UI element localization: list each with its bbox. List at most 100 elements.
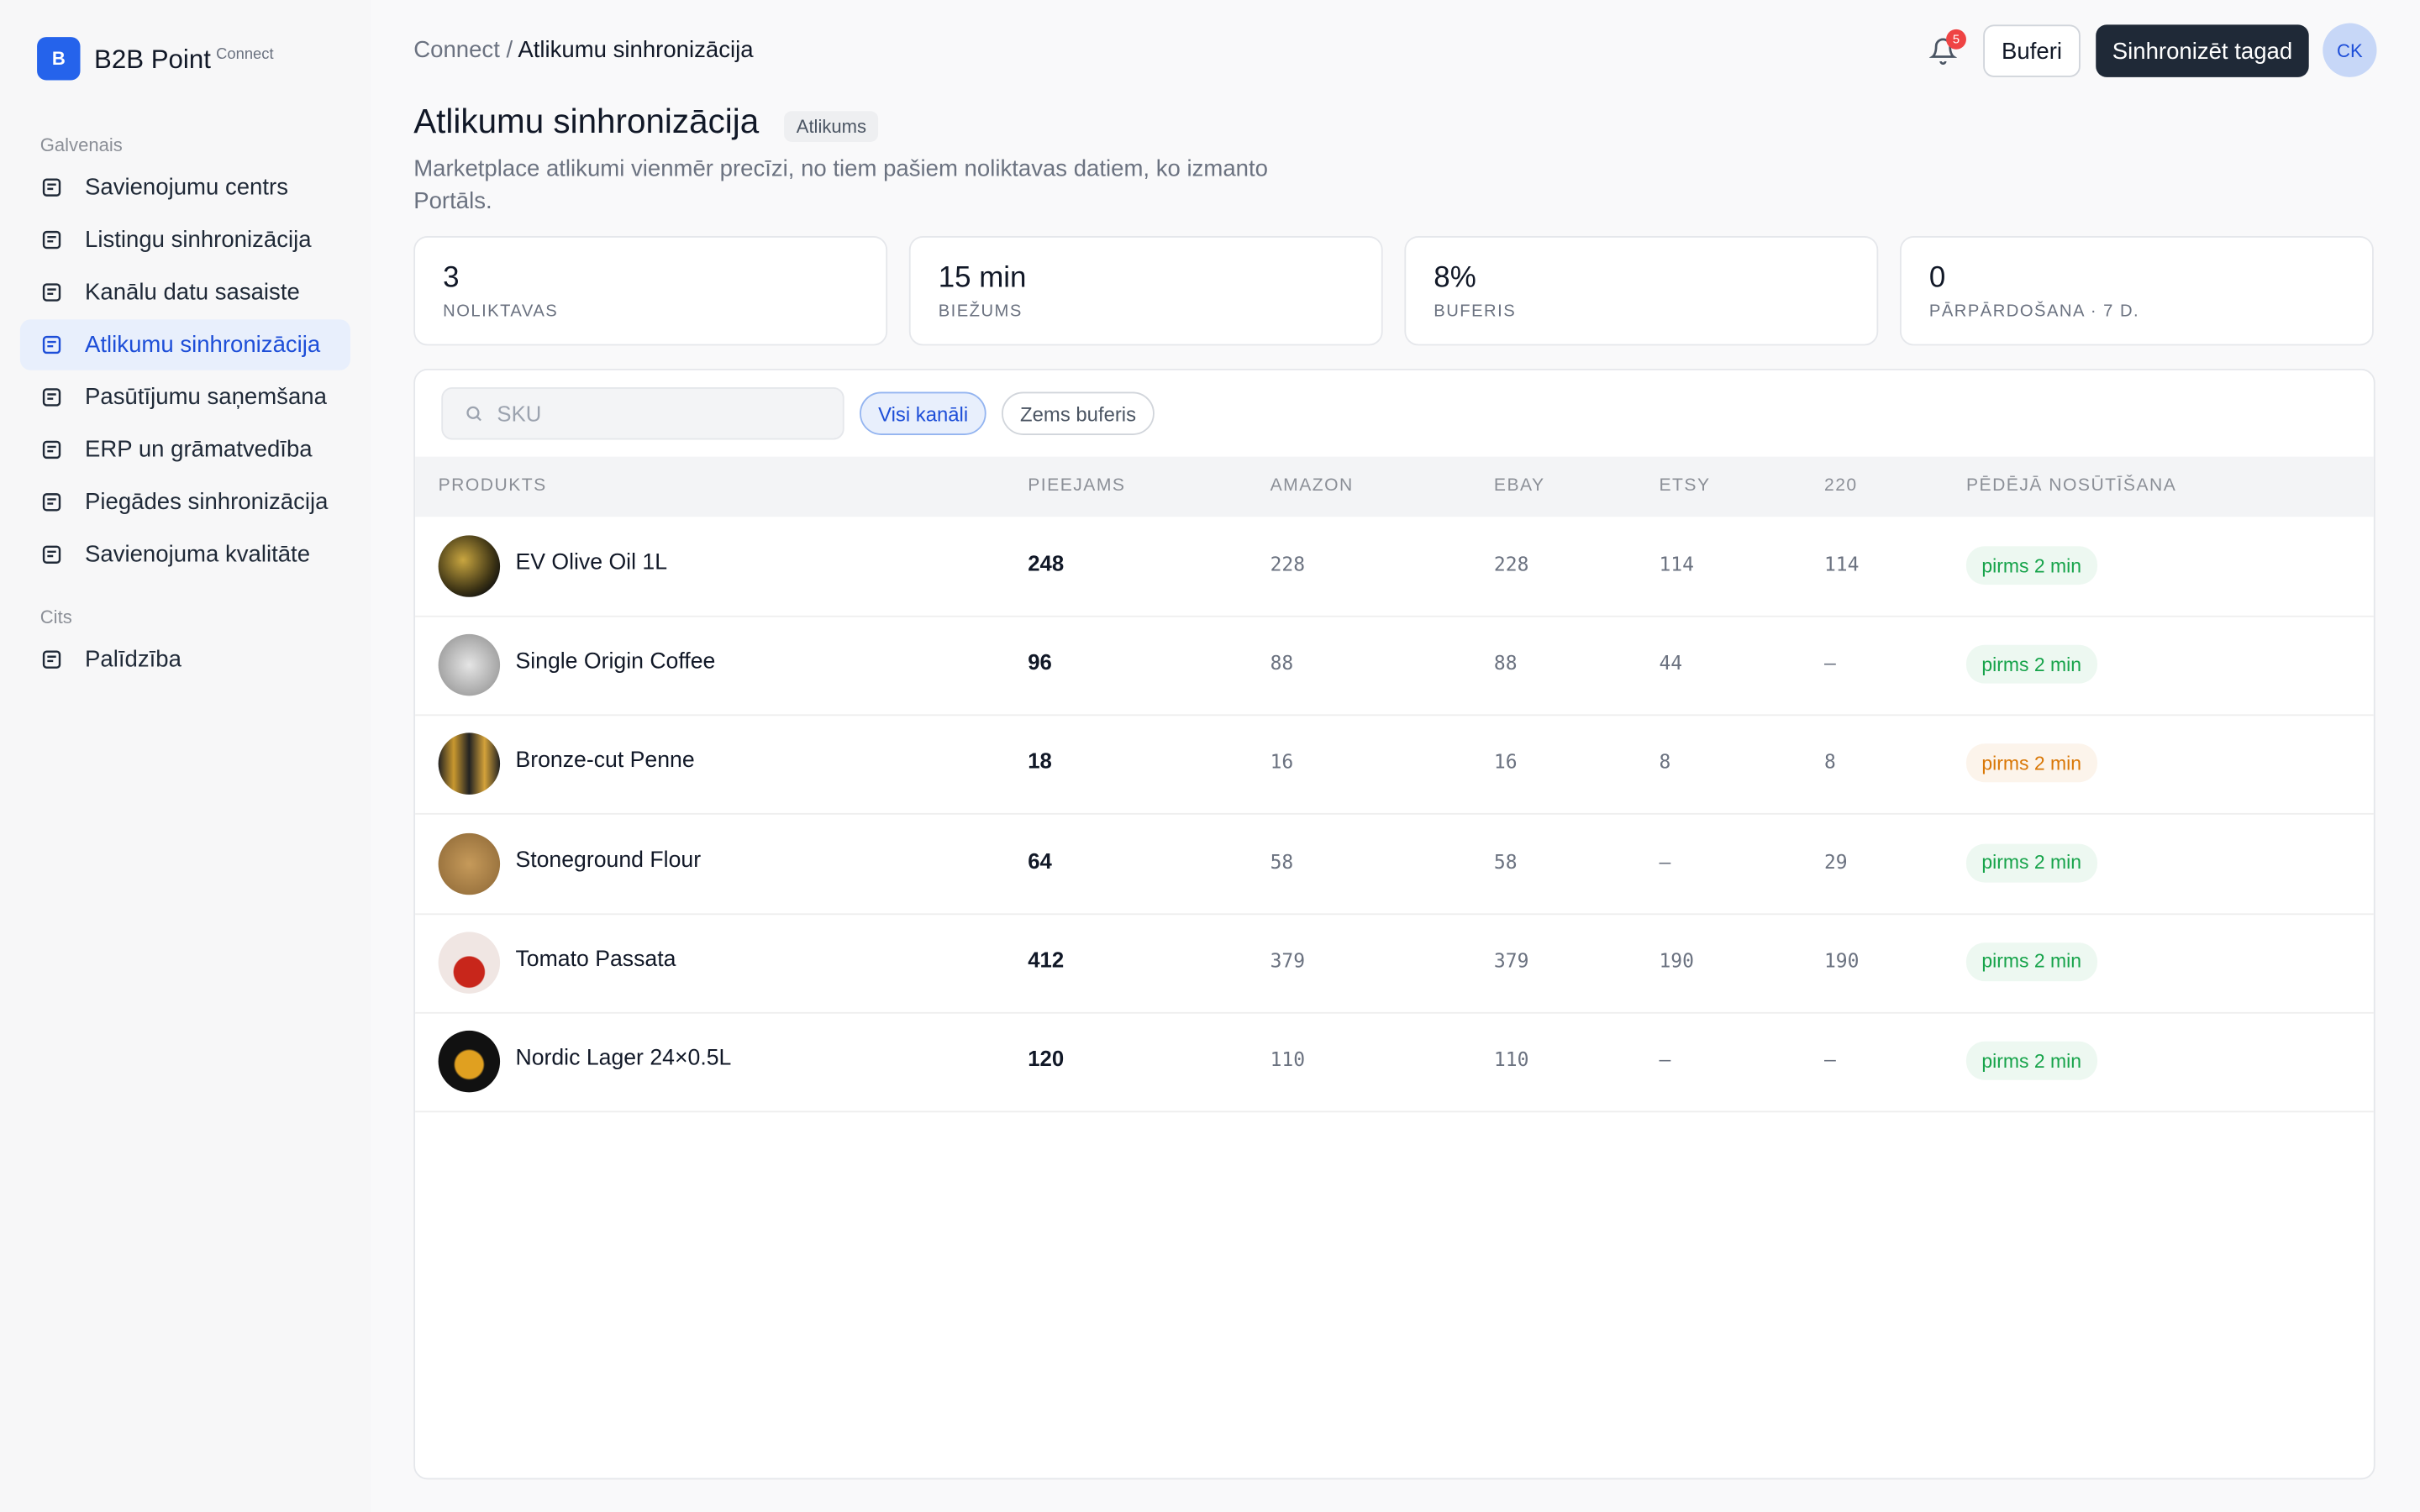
nav-label: Savienojumu centrs (85, 174, 288, 201)
nav-item[interactable]: Piegādes sinhronizācija (20, 477, 350, 528)
channel-qty: 58 (1493, 849, 1518, 873)
notification-count: 5 (1946, 29, 1966, 50)
table-row[interactable]: Nordic Lager 24×0.5L 120 110 110 – – pirms 2 m… (415, 1012, 2374, 1113)
nav-icon (42, 230, 61, 249)
avatar[interactable]: CK (2323, 23, 2377, 77)
nav-label: Palīdzība (85, 646, 182, 673)
stat-label: BUFERIS (1434, 302, 1517, 322)
sidebar: B B2B Point Connect Galvenais Savienojumu… (0, 0, 372, 1512)
channel-qty: 114 (1823, 552, 1860, 576)
column-header: PĒDĒJĀ NOSŪTĪŠANA (1965, 476, 2177, 496)
stat-value: 15 min (938, 262, 1027, 295)
table-row[interactable]: Stoneground Flour 64 58 58 – 29 pirms 2 min (415, 814, 2374, 915)
channel-qty: 29 (1823, 849, 1848, 873)
table-header: PRODUKTS PIEEJAMS AMAZON EBAY ETSY 220 PĒDĒJĀ … (415, 456, 2374, 517)
nav-icon (42, 545, 61, 564)
page-title: Atlikumu sinhronizācija (413, 102, 760, 141)
column-header: EBAY (1493, 476, 1545, 496)
nav-label: ERP un grāmatvedība (85, 436, 313, 464)
available-qty: 18 (1028, 748, 1052, 774)
nav-label: Atlikumu sinhronizācija (85, 331, 321, 359)
table-row[interactable]: Single Origin Coffee 96 88 88 44 – pirms 2 min (415, 616, 2374, 717)
channel-qty: 88 (1270, 651, 1294, 675)
stat-label: PĀRPĀRDOŠANA · 7 D. (1928, 302, 2140, 322)
channel-qty: 44 (1659, 651, 1683, 675)
breadcrumb-current: Atlikumu sinhronizācija (518, 37, 754, 64)
product-name: Nordic Lager 24×0.5L (515, 1046, 732, 1071)
channel-qty: – (1823, 1047, 1836, 1071)
nav-section-title: Galvenais (39, 134, 123, 156)
nav-item[interactable]: Kanālu datu sasaiste (20, 267, 350, 318)
nav-icon (42, 493, 61, 512)
breadcrumb: Connect / Atlikumu sinhronizācija (413, 37, 753, 63)
search-placeholder: SKU (497, 401, 542, 426)
channel-qty: 379 (1493, 948, 1529, 972)
product-thumbnail (438, 634, 501, 696)
nav: Galvenais Savienojumu centrs Listingu sinh… (0, 108, 371, 687)
product-thumbnail (438, 535, 501, 597)
stat-card: 15 min BIEŽUMS (908, 236, 1383, 346)
channel-qty: 16 (1270, 750, 1294, 774)
nav-item[interactable]: Listingu sinhronizācija (20, 214, 350, 265)
nav-item[interactable]: Pasūtījumu saņemšana (20, 372, 350, 423)
product-name: Tomato Passata (515, 947, 676, 972)
stat-value: 3 (443, 262, 460, 295)
buffers-button[interactable]: Buferi (1983, 24, 2081, 77)
nav-icon (42, 440, 61, 459)
column-header: 220 (1823, 476, 1858, 496)
channel-qty: 110 (1270, 1047, 1306, 1071)
stat-label: BIEŽUMS (938, 302, 1023, 322)
channel-qty: 16 (1493, 750, 1518, 774)
table-row[interactable]: Tomato Passata 412 379 379 190 190 pirms 2 min (415, 913, 2374, 1014)
product-thumbnail (438, 832, 501, 895)
nav-item[interactable]: Savienojuma kvalitāte (20, 529, 350, 580)
product-name: Single Origin Coffee (515, 649, 716, 675)
channel-qty: – (1659, 1047, 1671, 1071)
filter-chip[interactable]: Visi kanāli (860, 391, 987, 435)
channel-qty: 110 (1493, 1047, 1529, 1071)
status-badge: pirms 2 min (1965, 1041, 2097, 1080)
status-badge: pirms 2 min (1965, 942, 2097, 981)
status-badge: pirms 2 min (1965, 744, 2097, 783)
nav-item[interactable]: Palīdzība (20, 634, 350, 685)
channel-qty: 8 (1823, 750, 1836, 774)
product-thumbnail (438, 1030, 501, 1093)
brand: B2B Point (94, 45, 211, 75)
status-badge: pirms 2 min (1965, 843, 2097, 882)
channel-qty: 228 (1270, 552, 1306, 576)
stat-value: 8% (1434, 262, 1476, 295)
nav-item[interactable]: Savienojumu centrs (20, 162, 350, 213)
breadcrumb-sep: / (506, 37, 513, 64)
product-name: EV Olive Oil 1L (515, 550, 668, 576)
search-input[interactable]: SKU (441, 387, 844, 440)
channel-qty: – (1823, 651, 1836, 675)
filter-chip[interactable]: Zems buferis (1002, 391, 1155, 435)
available-qty: 412 (1028, 947, 1065, 972)
sync-button[interactable]: Sinhronizēt tagad (2096, 24, 2309, 77)
table-row[interactable]: Bronze-cut Penne 18 16 16 8 8 pirms 2 min (415, 715, 2374, 816)
page-badge: Atlikums (784, 111, 879, 142)
channel-qty: 379 (1270, 948, 1306, 972)
table-row[interactable]: EV Olive Oil 1L 248 228 228 114 114 pirms 2 mi… (415, 517, 2374, 617)
bell-icon[interactable] (1928, 37, 1957, 66)
stat-card: 8% BUFERIS (1404, 236, 1879, 346)
stat-label: NOLIKTAVAS (443, 302, 559, 322)
brand-tag: Connect (216, 46, 274, 64)
inventory-card: SKU PRODUKTS PIEEJAMS AMAZON EBAY ETSY 220 PĒD… (413, 368, 2375, 1480)
column-header: PIEEJAMS (1028, 476, 1126, 496)
breadcrumb-root[interactable]: Connect (413, 37, 500, 64)
channel-qty: 190 (1823, 948, 1860, 972)
channel-qty: 190 (1659, 948, 1694, 972)
nav-item[interactable]: Atlikumu sinhronizācija (19, 319, 350, 370)
nav-item[interactable]: ERP un grāmatvedība (20, 424, 350, 475)
channel-qty: 114 (1659, 552, 1694, 576)
product-name: Bronze-cut Penne (515, 748, 695, 774)
nav-icon (42, 388, 61, 407)
nav-section-title: Cits (39, 606, 72, 628)
available-qty: 96 (1028, 649, 1052, 675)
nav-label: Savienojuma kvalitāte (85, 541, 311, 568)
nav-label: Listingu sinhronizācija (85, 226, 312, 254)
column-header: AMAZON (1270, 476, 1354, 496)
product-name: Stoneground Flour (515, 848, 702, 873)
nav-icon (42, 283, 61, 302)
